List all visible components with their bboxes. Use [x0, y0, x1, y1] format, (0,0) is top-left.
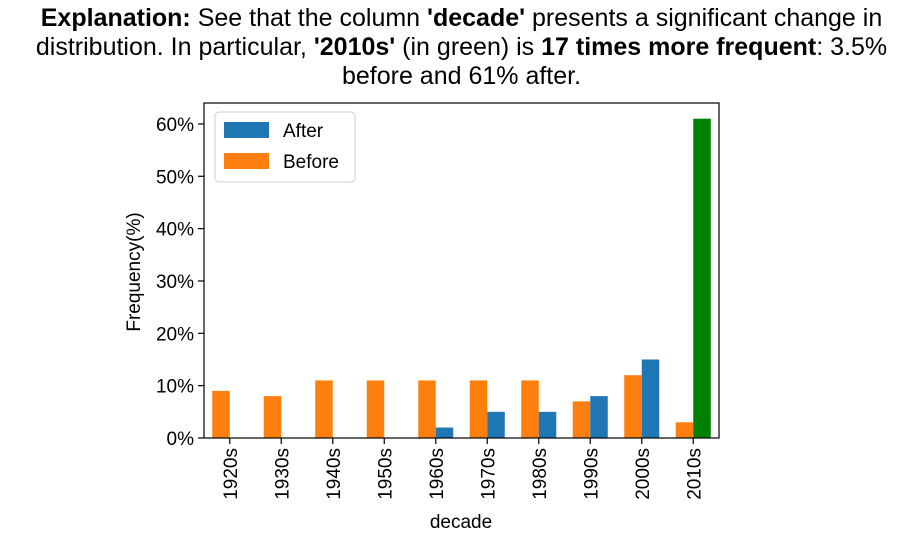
x-tick-label: 1930s — [272, 448, 293, 500]
y-tick-label: 50% — [156, 167, 194, 188]
explanation-part-2: presents a significant change in distrib… — [35, 4, 883, 61]
bar-after-1990s — [590, 396, 608, 438]
bar-before-2000s — [624, 375, 642, 438]
x-axis: 1920s 1930s 1940s 1950s 1960s 1970s 1980s 1990s… — [221, 438, 705, 500]
bar-before-1990s — [572, 401, 591, 438]
explanation-text: Explanation: See that the column 'decade… — [0, 4, 923, 91]
legend-swatch-before — [224, 153, 269, 169]
y-tick-label: 30% — [156, 272, 194, 293]
explanation-part-1: See that the column — [190, 4, 428, 32]
bar-after-2010s — [693, 118, 711, 438]
legend-label-after: After — [283, 121, 324, 142]
bar-before-1970s — [469, 380, 488, 438]
y-axis-label: Frequency(%) — [124, 212, 145, 331]
bar-before-2010s — [675, 422, 694, 438]
x-tick-label: 1990s — [581, 448, 602, 500]
legend-label-before: Before — [283, 152, 339, 173]
explanation-emphasis: 17 times more frequent — [541, 33, 817, 61]
bar-after-1980s — [538, 411, 557, 438]
bar-before-1940s — [315, 380, 333, 438]
bar-after-1960s — [435, 427, 454, 438]
bars-group — [212, 118, 711, 438]
explanation-column-name: 'decade' — [427, 4, 526, 32]
legend: After Before — [214, 111, 356, 183]
y-tick-label: 10% — [156, 377, 194, 398]
x-tick-label: 1950s — [375, 448, 396, 500]
y-tick-label: 20% — [156, 324, 194, 345]
bar-after-2000s — [641, 359, 660, 438]
plot-frame — [203, 102, 720, 439]
explanation-label: Explanation: — [40, 4, 191, 32]
x-tick-label: 1920s — [221, 448, 242, 500]
bar-before-1980s — [521, 380, 539, 438]
x-tick-label: 2000s — [633, 448, 654, 500]
x-tick-label: 1970s — [478, 448, 499, 500]
explanation-category: '2010s' — [313, 33, 396, 61]
explanation-part-4: : 3.5% before and 61% after. — [341, 33, 888, 90]
x-tick-label: 1980s — [530, 448, 551, 500]
x-tick-label: 1940s — [324, 448, 345, 500]
bar-after-1970s — [487, 411, 505, 438]
y-axis: 0% 10% 20% 30% 40% 50% 60% — [156, 115, 204, 450]
x-axis-label: decade — [430, 512, 492, 533]
bar-before-1930s — [263, 396, 282, 438]
y-tick-label: 40% — [156, 220, 194, 241]
y-tick-label: 60% — [156, 115, 194, 136]
explanation-part-3: (in green) is — [395, 33, 542, 61]
bar-before-1960s — [418, 380, 436, 438]
legend-swatch-after — [224, 122, 269, 138]
x-tick-label: 1960s — [427, 448, 448, 500]
y-tick-label: 0% — [167, 429, 195, 450]
x-tick-label: 2010s — [684, 448, 705, 500]
bar-before-1920s — [212, 390, 230, 438]
bar-before-1950s — [366, 380, 385, 438]
